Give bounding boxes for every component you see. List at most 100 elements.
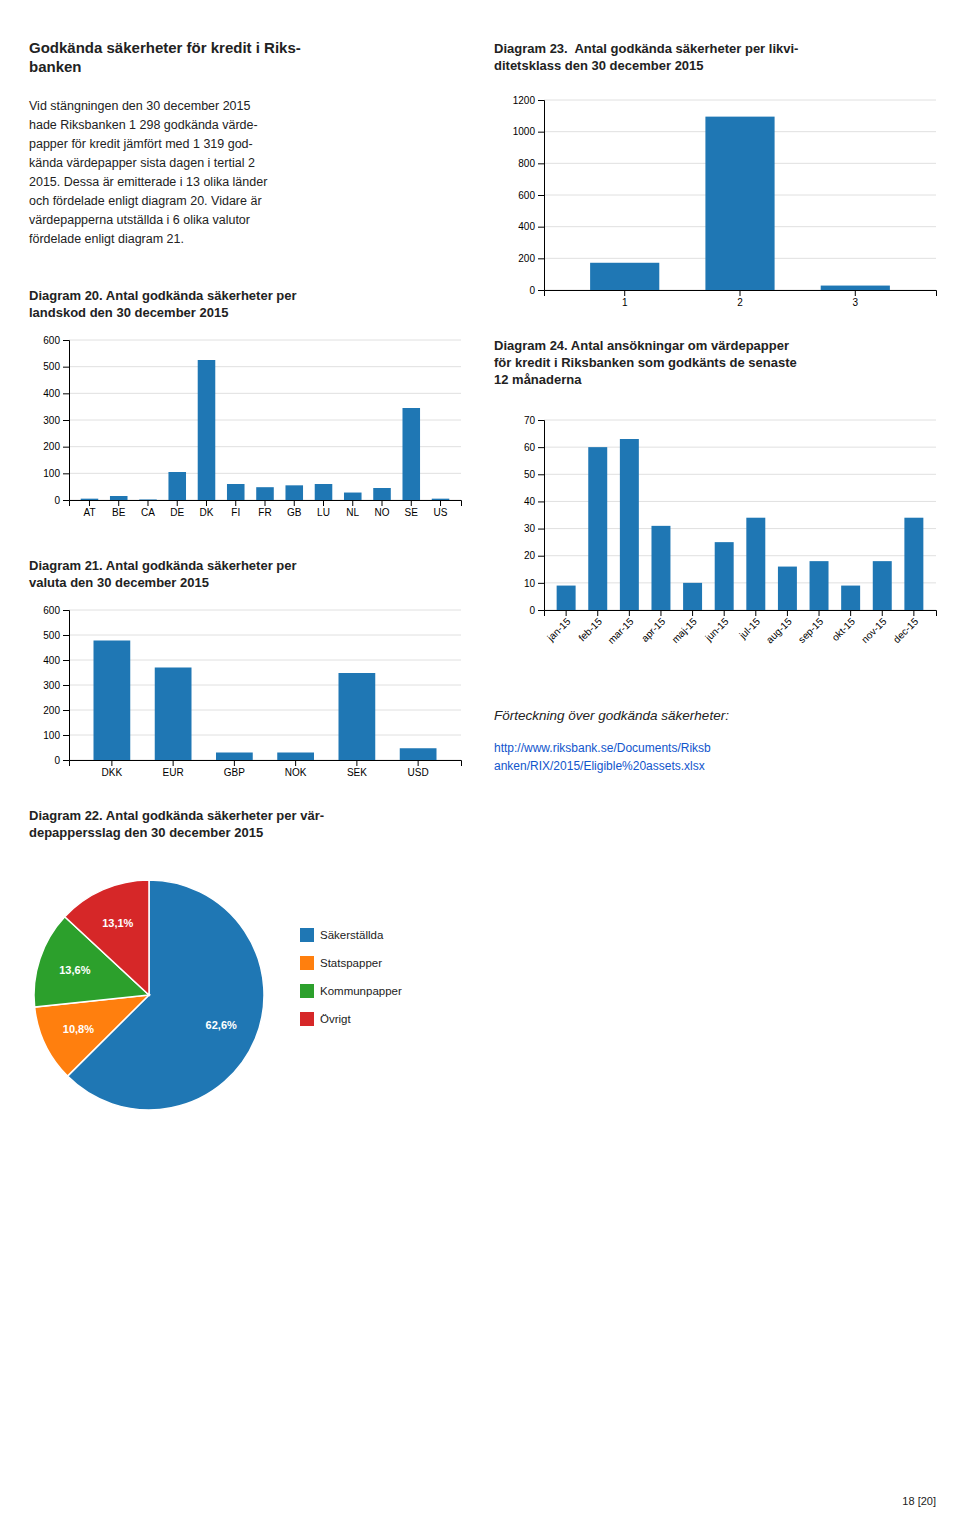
y-tick: 0	[529, 605, 544, 616]
pie-chart: 62,6%10,8%13,6%13,1%	[34, 880, 264, 1110]
y-tick: 500	[43, 630, 69, 641]
text-line: 18 [20]	[902, 1495, 936, 1507]
y-tick-label: 100	[43, 730, 60, 741]
text-line: Diagram 20. Antal godkända säkerheter pe…	[29, 288, 297, 303]
chart-title: Diagram 24. Antal ansökningar om värdepa…	[494, 338, 797, 387]
y-tick: 0	[54, 495, 69, 506]
y-tick-label: 100	[43, 468, 60, 479]
bars	[590, 117, 890, 290]
x-tick-mark	[177, 500, 178, 506]
y-tick-label: 600	[43, 335, 60, 346]
bar	[841, 586, 860, 610]
y-axis-line	[63, 611, 70, 761]
x-tick-label: USD	[408, 767, 429, 778]
x-tick-mark	[235, 500, 236, 506]
x-tick: CA	[141, 500, 155, 518]
y-tick-label: 400	[43, 388, 60, 399]
bar	[400, 748, 437, 760]
legend-item: Säkerställda	[300, 928, 384, 942]
x-axis-line	[70, 761, 462, 767]
x-tick: apr-15	[639, 610, 668, 644]
y-tick-label: 400	[43, 655, 60, 666]
text-line: Förteckning över godkända säkerheter:	[494, 708, 729, 723]
bar	[277, 753, 314, 761]
page: Godkända säkerheter för kredit i Riks-ba…	[0, 0, 960, 1523]
legend-item: Övrigt	[300, 1012, 351, 1026]
x-tick-label: GB	[287, 507, 302, 518]
x-tick-mark	[692, 610, 693, 616]
annotation: http://www.riksbank.se/Documents/Riksban…	[494, 741, 711, 773]
x-tick-mark	[418, 760, 419, 766]
y-tick-label: 0	[529, 285, 535, 296]
bar	[778, 567, 797, 610]
y-tick-mark	[63, 447, 69, 448]
x-tick-label: DKK	[102, 767, 123, 778]
x-tick: USD	[408, 760, 429, 778]
y-tick-mark	[538, 100, 544, 101]
grid-line	[69, 610, 461, 611]
x-tick-label: LU	[317, 507, 330, 518]
x-tick-label: AT	[83, 507, 95, 518]
data-label: 13,6%	[59, 964, 90, 976]
x-tick-mark	[629, 610, 630, 616]
x-tick: FI	[231, 500, 240, 518]
x-tick-label: feb-15	[576, 615, 604, 643]
x-tick: 3	[853, 290, 859, 308]
x-tick-mark	[855, 290, 856, 296]
x-axis-line	[545, 291, 937, 297]
text-line: Diagram 22. Antal godkända säkerheter pe…	[29, 808, 324, 823]
data-label: 62,6%	[206, 1019, 237, 1031]
x-tick-mark	[724, 610, 725, 616]
x-tick-label: DK	[200, 507, 214, 518]
grid-line	[69, 473, 461, 474]
bar	[256, 487, 274, 500]
text-line: papper för kredit jämfört med 1 319 god-	[29, 137, 253, 151]
text-line: värdepapperna utställda i 6 olika valuto…	[29, 213, 250, 227]
x-tick-label: 1	[622, 297, 628, 308]
slice	[35, 995, 149, 1076]
y-tick: 400	[43, 655, 69, 666]
bar	[344, 493, 362, 500]
y-tick-mark	[538, 290, 544, 291]
x-tick: EUR	[163, 760, 184, 778]
y-tick-mark	[63, 420, 69, 421]
legend-label: Övrigt	[320, 1013, 351, 1025]
grid-line	[69, 393, 461, 394]
y-tick: 100	[43, 468, 69, 479]
y-tick-mark	[538, 195, 544, 196]
x-tick: okt-15	[830, 610, 858, 643]
y-tick: 40	[524, 496, 544, 507]
bar	[285, 485, 303, 500]
x-tick: aug-15	[764, 610, 794, 645]
x-tick-label: jul-15	[736, 615, 762, 641]
x-tick-mark	[382, 500, 383, 506]
x-tick: jul-15	[736, 610, 762, 641]
x-tick-label: NL	[346, 507, 359, 518]
text-line: depappersslag den 30 december 2015	[29, 825, 263, 840]
x-tick-label: SE	[405, 507, 419, 518]
x-tick-mark	[755, 610, 756, 616]
grid-line	[544, 100, 936, 101]
bar-chart: jan-15feb-15mar-15apr-15maj-15jun-15jul-…	[524, 415, 937, 646]
y-tick-mark	[63, 340, 69, 341]
x-tick-mark	[323, 500, 324, 506]
x-tick-label: FR	[258, 507, 271, 518]
x-tick: FR	[258, 500, 271, 518]
x-tick-mark	[566, 610, 567, 616]
chart-title: Diagram 23. Antal godkända säkerheter pe…	[494, 41, 798, 73]
y-tick-label: 300	[43, 680, 60, 691]
y-tick: 1000	[513, 126, 544, 137]
x-tick-mark	[173, 760, 174, 766]
y-tick: 1200	[513, 95, 544, 106]
slice	[65, 880, 149, 995]
x-tick-label: apr-15	[639, 615, 668, 644]
x-tick-label: EUR	[163, 767, 184, 778]
y-axis-line	[63, 341, 70, 501]
y-tick-label: 0	[54, 755, 60, 766]
y-tick-mark	[63, 710, 69, 711]
chart-title: Diagram 21. Antal godkända säkerheter pe…	[29, 558, 297, 590]
x-tick-mark	[660, 610, 661, 616]
grid-line	[69, 446, 461, 447]
legend-label: Kommunpapper	[320, 985, 402, 997]
y-tick-label: 500	[43, 630, 60, 641]
